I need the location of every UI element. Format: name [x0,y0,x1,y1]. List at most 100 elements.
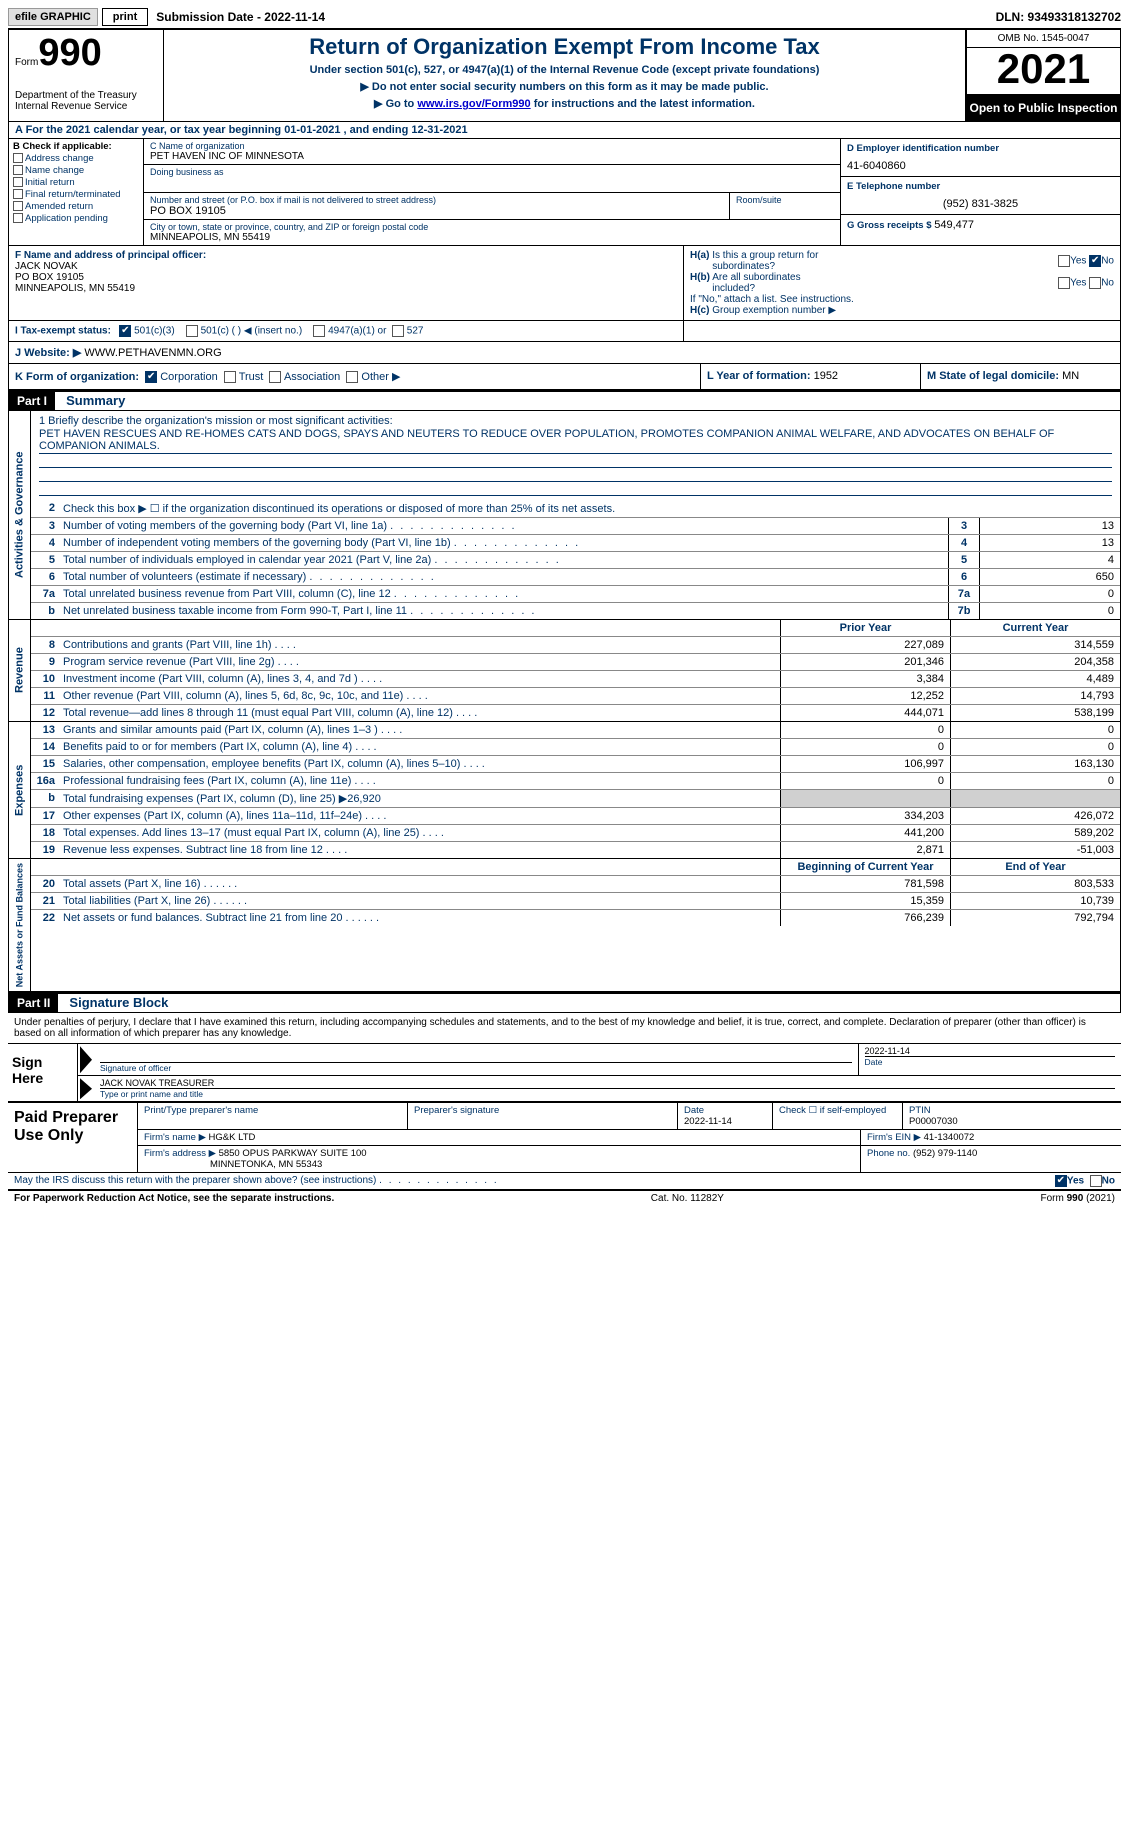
name-title-label: Type or print name and title [100,1088,1115,1099]
header-middle: Return of Organization Exempt From Incom… [164,30,965,121]
chk-corporation[interactable]: ✔ [145,371,157,383]
firm-addr2: MINNETONKA, MN 55343 [210,1159,322,1170]
signature-label: Signature of officer [100,1062,852,1073]
summary-line-10: 10Investment income (Part VIII, column (… [31,671,1120,688]
domicile-value: MN [1062,370,1079,382]
vert-revenue: Revenue [9,620,31,721]
officer-label: F Name and address of principal officer: [15,250,206,261]
vert-governance: Activities & Governance [9,411,31,619]
form-note2: ▶ Go to www.irs.gov/Form990 for instruct… [174,97,955,110]
domicile-label: M State of legal domicile: [927,370,1059,382]
firm-ein-lbl: Firm's EIN ▶ [867,1132,921,1143]
prep-date-hdr: Date [684,1105,704,1116]
col-c-org: C Name of organization PET HAVEN INC OF … [144,139,840,245]
submission-date: Submission Date - 2022-11-14 [156,10,325,24]
hb-note: If "No," attach a list. See instructions… [690,294,1114,305]
mission-label: 1 Briefly describe the organization's mi… [39,415,1112,427]
room-cell: Room/suite [730,193,840,219]
officer-name: JACK NOVAK [15,261,78,272]
prep-row-2: Firm's name ▶ HG&K LTD Firm's EIN ▶ 41-1… [138,1130,1121,1146]
hc-label: H(c) Group exemption number ▶ [690,305,1114,316]
part2-title: Signature Block [61,995,168,1010]
signature-row: Signature of officer 2022-11-14 Date [78,1044,1121,1076]
org-name-value: PET HAVEN INC OF MINNESOTA [150,151,834,162]
hb-label: H(b) Are all subordinates included? [690,272,801,294]
chk-501c[interactable] [186,325,198,337]
summary-line-4: 4Number of independent voting members of… [31,535,1120,552]
chk-name-change[interactable]: Name change [13,165,139,176]
prep-row-1: Print/Type preparer's name Preparer's si… [138,1103,1121,1130]
org-name-label: C Name of organization [150,141,834,151]
summary-line-19: 19Revenue less expenses. Subtract line 1… [31,842,1120,858]
officer-group-row: F Name and address of principal officer:… [8,246,1121,321]
chk-527[interactable] [392,325,404,337]
rev-header-row: Prior Year Current Year [31,620,1120,637]
vert-netassets: Net Assets or Fund Balances [9,859,31,991]
chk-final-return[interactable]: Final return/terminated [13,189,139,200]
room-label: Room/suite [736,195,834,205]
officer-name-title: JACK NOVAK TREASURER [100,1078,1115,1088]
mission-block: 1 Briefly describe the organization's mi… [31,411,1120,500]
department-label: Department of the TreasuryInternal Reven… [15,90,157,112]
chk-4947[interactable] [313,325,325,337]
summary-line-8: 8Contributions and grants (Part VIII, li… [31,637,1120,654]
note2-suffix: for instructions and the latest informat… [531,98,755,110]
ein-row: D Employer identification number 41-6040… [841,139,1120,177]
firm-phone-lbl: Phone no. [867,1148,910,1159]
chk-pending[interactable]: Application pending [13,213,139,224]
form-number: 990 [38,32,101,74]
sig-date-cell: 2022-11-14 Date [858,1044,1122,1075]
chk-amended[interactable]: Amended return [13,201,139,212]
city-row: City or town, state or province, country… [144,220,840,245]
summary-line-b: bTotal fundraising expenses (Part IX, co… [31,790,1120,808]
end-year-hdr: End of Year [950,859,1120,875]
firm-phone-val: (952) 979-1140 [913,1148,977,1159]
chk-association[interactable] [269,371,281,383]
irs-link[interactable]: www.irs.gov/Form990 [417,98,530,110]
col-b-label: B Check if applicable: [13,141,139,152]
part2-header-row: Part II Signature Block [8,992,1121,1013]
ha-label: H(a) Is this a group return for subordin… [690,250,818,272]
signature-cell: Signature of officer [94,1044,858,1075]
year-formation-label: L Year of formation: [707,370,811,382]
name-title-row: JACK NOVAK TREASURER Type or print name … [78,1076,1121,1101]
summary-line-15: 15Salaries, other compensation, employee… [31,756,1120,773]
summary-netassets: Net Assets or Fund Balances Beginning of… [8,859,1121,992]
chk-other[interactable] [346,371,358,383]
col-deg: D Employer identification number 41-6040… [840,139,1120,245]
prep-sig-hdr: Preparer's signature [414,1105,499,1116]
part1-title: Summary [58,393,125,408]
summary-revenue: Revenue Prior Year Current Year 8Contrib… [8,620,1121,722]
form-org-row: K Form of organization: ✔ Corporation Tr… [8,364,1121,390]
chk-initial-return[interactable]: Initial return [13,177,139,188]
gross-value: 549,477 [934,219,974,231]
section-a-period: A For the 2021 calendar year, or tax yea… [8,122,1121,139]
dba-row: Doing business as [144,165,840,193]
chk-501c3[interactable]: ✔ [119,325,131,337]
firm-addr-lbl: Firm's address ▶ [144,1148,216,1159]
preparer-grid: Paid Preparer Use Only Print/Type prepar… [8,1101,1121,1172]
sign-here-label: Sign Here [8,1044,78,1101]
catalog-number: Cat. No. 11282Y [651,1193,724,1204]
street-value: PO BOX 19105 [150,205,723,217]
open-public-badge: Open to Public Inspection [967,95,1120,121]
summary-line-21: 21Total liabilities (Part X, line 26) . … [31,893,1120,910]
summary-expenses: Expenses 13Grants and similar amounts pa… [8,722,1121,859]
dln-number: DLN: 93493318132702 [996,10,1121,24]
sign-here-grid: Sign Here Signature of officer 2022-11-1… [8,1043,1121,1101]
hb-answer: Yes No [1058,277,1114,289]
prep-date-val: 2022-11-14 [684,1116,732,1127]
print-button[interactable]: print [102,8,148,26]
group-return-section: H(a) Is this a group return for subordin… [684,246,1120,320]
efile-button[interactable]: efile GRAPHIC [8,8,98,26]
phone-label: E Telephone number [847,181,1114,192]
street-label: Number and street (or P.O. box if mail i… [150,195,723,205]
mission-blank3 [39,482,1112,496]
chk-trust[interactable] [224,371,236,383]
address-row: Number and street (or P.O. box if mail i… [144,193,840,220]
tax-year: 2021 [967,48,1120,95]
gross-label: G Gross receipts $ [847,220,931,231]
form-ref: Form 990 (2021) [1041,1193,1115,1204]
ptin-val: P00007030 [909,1116,958,1127]
chk-address-change[interactable]: Address change [13,153,139,164]
